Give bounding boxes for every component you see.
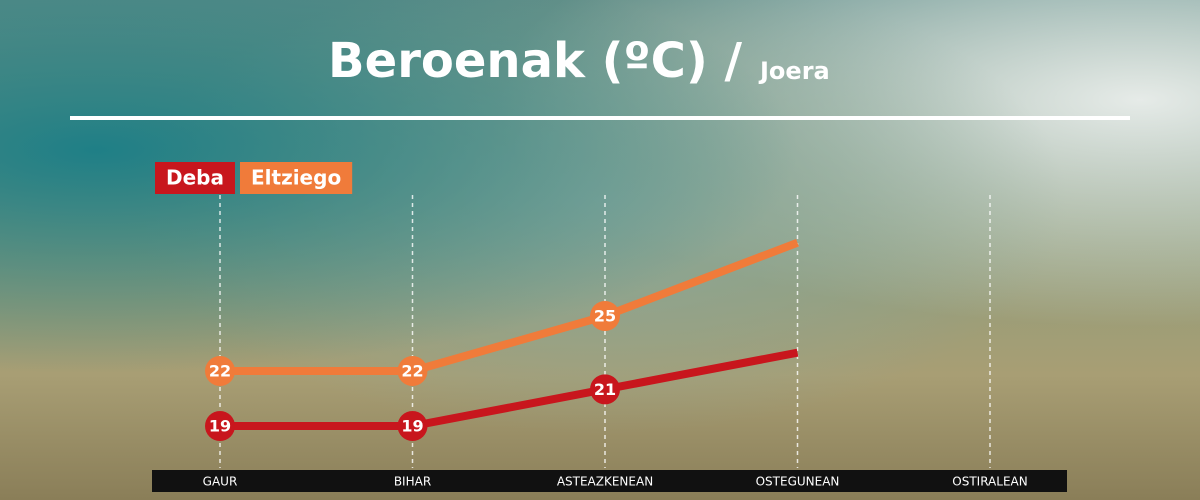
legend-label: Deba xyxy=(166,166,224,190)
chart-title: Beroenak (ºC) / xyxy=(328,33,742,89)
x-tick-label: GAUR xyxy=(203,475,238,489)
series-line xyxy=(220,238,799,376)
data-label: 25 xyxy=(594,307,616,326)
legend-item: Deba xyxy=(155,162,235,194)
legend-swatch xyxy=(155,162,235,194)
point-marker xyxy=(205,356,235,387)
category-bar xyxy=(152,470,1067,492)
point-marker xyxy=(205,411,235,441)
x-tick-label: BIHAR xyxy=(394,475,431,489)
x-tick-label: OSTEGUNEAN xyxy=(756,475,840,489)
data-label: 19 xyxy=(209,417,231,436)
point-marker xyxy=(397,411,428,441)
point-marker xyxy=(397,356,428,387)
legend-item: Eltziego xyxy=(239,162,353,194)
data-label: 21 xyxy=(594,380,616,399)
data-label: 22 xyxy=(209,362,231,381)
x-tick-label: ASTEAZKENEAN xyxy=(557,475,653,489)
data-label: 19 xyxy=(401,417,423,436)
data-label: 22 xyxy=(401,362,423,381)
chart-subtitle: Joera xyxy=(758,57,830,85)
point-marker xyxy=(590,374,620,405)
point-marker xyxy=(590,301,620,332)
legend-swatch xyxy=(239,162,353,194)
legend-label: Eltziego xyxy=(251,166,341,190)
series-line xyxy=(220,348,799,430)
x-tick-label: OSTIRALEAN xyxy=(952,475,1027,489)
